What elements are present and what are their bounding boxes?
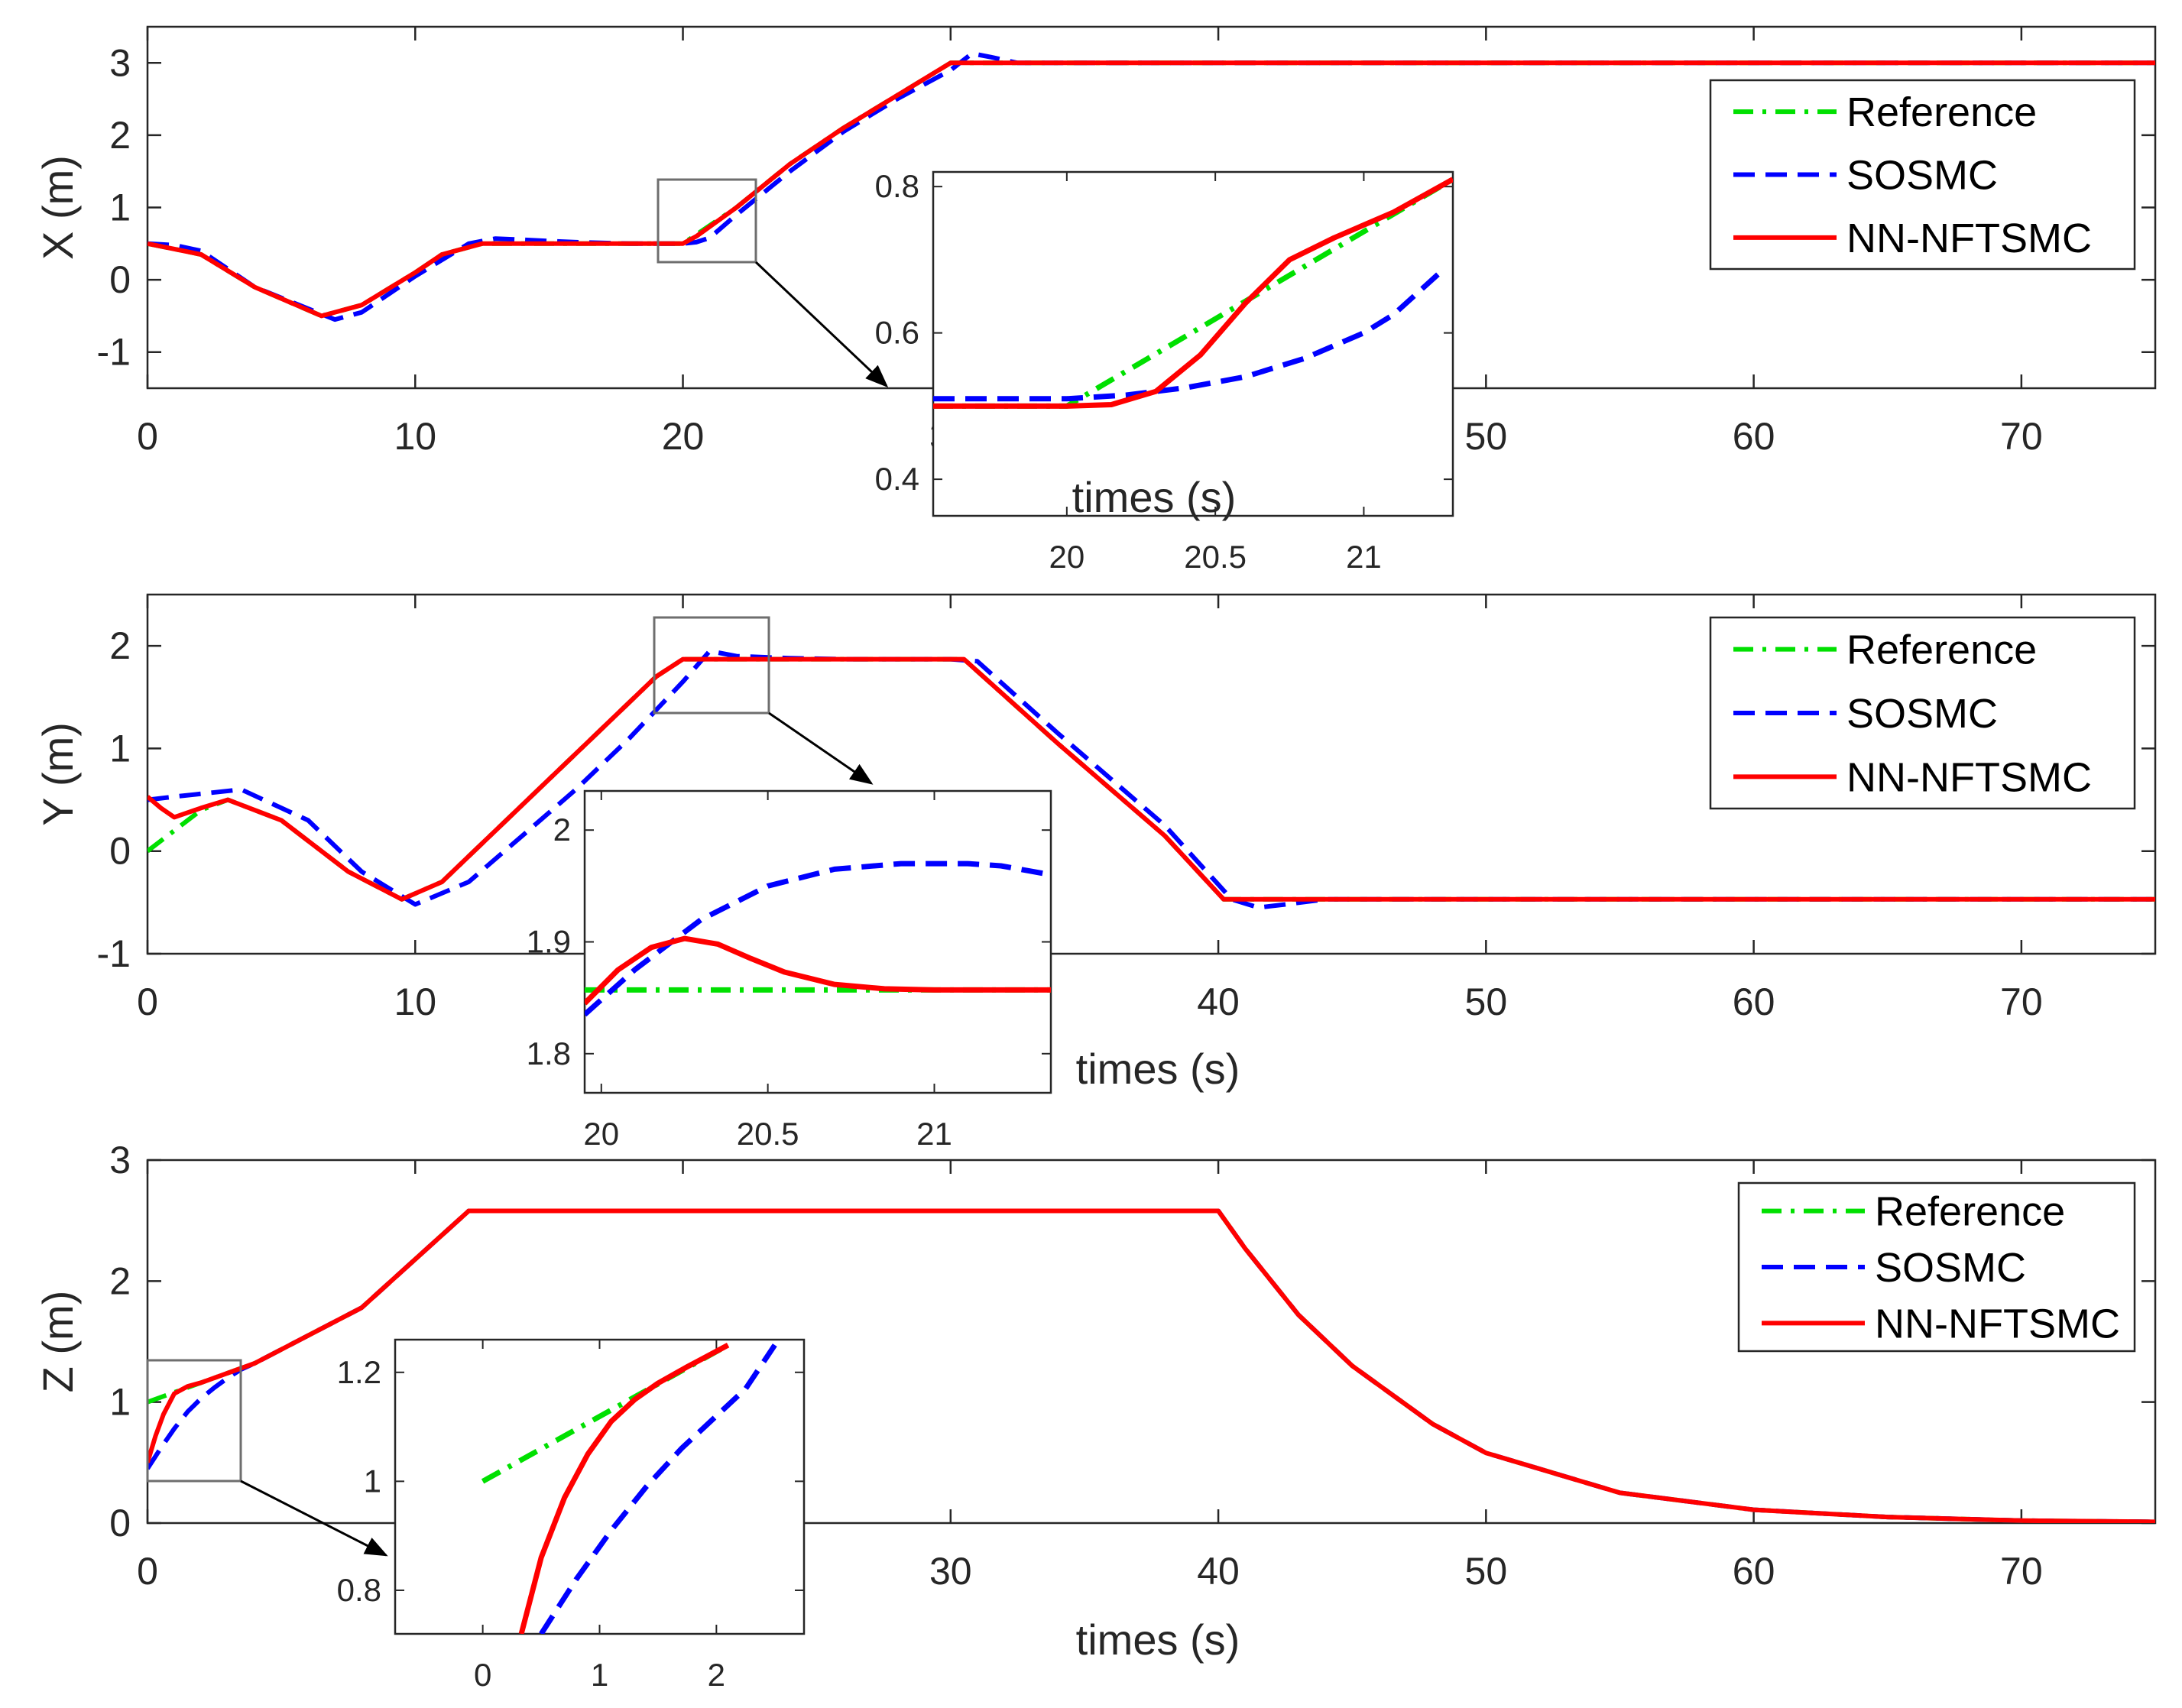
legend-label: Reference xyxy=(1846,627,2037,673)
inset-x-tick-label: 2 xyxy=(708,1657,725,1693)
inset-x-tick-label: 20 xyxy=(1049,539,1085,575)
x-tick-label: 50 xyxy=(1465,1550,1508,1593)
panel-z: 0102030405060700123Z (m)times (s)Referen… xyxy=(34,1139,2157,1693)
x-tick-label: 40 xyxy=(1197,1550,1240,1593)
x-axis-label: times (s) xyxy=(1076,1616,1240,1664)
inset-x-axis-label: times (s) xyxy=(1072,473,1237,521)
inset-y-tick-label: 1.2 xyxy=(337,1354,381,1390)
legend: Reference SOSMC NN-NFTSMC xyxy=(1737,1181,2136,1353)
legend-label: NN-NFTSMC xyxy=(1875,1301,2120,1347)
zoom-arrow xyxy=(754,261,889,388)
x-tick-label: 10 xyxy=(394,980,436,1023)
y-tick-label: 2 xyxy=(109,114,131,157)
legend-label: Reference xyxy=(1875,1189,2065,1235)
zoom-region-box xyxy=(146,1359,242,1483)
inset-series-nn-nftsmc xyxy=(933,177,1453,409)
inset-y-tick-label: 1.8 xyxy=(527,1035,571,1071)
x-tick-label: 0 xyxy=(137,1550,158,1593)
series-line-sosmc xyxy=(148,51,2155,322)
series-line-nn-nftsmc xyxy=(148,60,2155,319)
legend-label: Reference xyxy=(1846,89,2037,135)
y-axis-label: Y (m) xyxy=(34,722,82,826)
inset-x-tick-label: 1 xyxy=(591,1657,608,1693)
x-tick-label: 20 xyxy=(662,415,705,458)
inset-x-tick-label: 20 xyxy=(583,1116,619,1152)
x-axis-label: times (s) xyxy=(1076,1045,1240,1093)
y-axis-label: X (m) xyxy=(34,155,82,260)
inset-x-tick-label: 21 xyxy=(916,1116,952,1152)
y-tick-label: 2 xyxy=(109,1259,131,1302)
inset-z: 0 1 2 0.8 1 1.2 xyxy=(337,1338,806,1693)
y-tick-label: 0 xyxy=(109,830,131,873)
inset-y-tick-label: 1 xyxy=(364,1463,381,1499)
x-tick-label: 30 xyxy=(929,1550,972,1593)
inset-x-tick-label: 0 xyxy=(474,1657,491,1693)
x-tick-label: 60 xyxy=(1733,980,1775,1023)
inset-y-tick-label: 1.9 xyxy=(527,924,571,960)
inset-x-tick-label: 20.5 xyxy=(1184,539,1247,575)
y-tick-label: 1 xyxy=(109,727,131,770)
legend-label: SOSMC xyxy=(1846,691,1998,737)
inset-box xyxy=(583,789,1052,1094)
y-tick-label: 0 xyxy=(109,1502,131,1544)
y-tick-label: 2 xyxy=(109,624,131,667)
inset-series-reference xyxy=(481,1343,730,1484)
x-tick-label: 0 xyxy=(137,980,158,1023)
x-tick-label: 70 xyxy=(2000,415,2043,458)
x-tick-label: 50 xyxy=(1465,415,1508,458)
inset-series-nn-nftsmc xyxy=(518,1343,730,1634)
legend-label: NN-NFTSMC xyxy=(1846,216,2092,261)
zoom-region-box xyxy=(653,616,770,715)
y-tick-label: 3 xyxy=(109,41,131,84)
y-tick-label: 1 xyxy=(109,186,131,229)
inset-x: 20 20.5 21 0.4 0.6 0.8 times (s) xyxy=(875,168,1454,575)
y-tick-label: 3 xyxy=(109,1139,131,1181)
y-tick-label: 1 xyxy=(109,1381,131,1424)
legend-label: SOSMC xyxy=(1875,1245,2026,1291)
x-tick-label: 50 xyxy=(1465,980,1508,1023)
inset-x-tick-label: 21 xyxy=(1346,539,1382,575)
x-tick-label: 70 xyxy=(2000,980,2043,1023)
x-tick-label: 60 xyxy=(1733,1550,1775,1593)
inset-y-tick-label: 0.4 xyxy=(875,461,919,497)
inset-series-sosmc xyxy=(933,272,1440,402)
inset-series-sosmc xyxy=(539,1343,777,1634)
inset-box xyxy=(394,1338,806,1635)
series-line-nn-nftsmc xyxy=(148,1208,2155,1523)
legend-label: NN-NFTSMC xyxy=(1846,754,2092,800)
x-tick-label: 60 xyxy=(1733,415,1775,458)
x-tick-label: 70 xyxy=(2000,1550,2043,1593)
series-line-nn-nftsmc xyxy=(148,656,2155,902)
zoom-arrow xyxy=(240,1480,388,1557)
legend: Reference SOSMC NN-NFTSMC xyxy=(1709,616,2136,810)
y-axis-label: Z (m) xyxy=(34,1291,82,1393)
inset-y: 20 20.5 21 1.8 1.9 2 xyxy=(527,789,1052,1152)
inset-x-tick-label: 20.5 xyxy=(737,1116,799,1152)
inset-y-tick-label: 0.8 xyxy=(875,168,919,204)
y-tick-label: 0 xyxy=(109,258,131,301)
zoom-region-box xyxy=(657,178,757,264)
x-tick-label: 40 xyxy=(1197,980,1240,1023)
zoom-arrow xyxy=(768,711,874,785)
x-tick-label: 10 xyxy=(394,415,436,458)
y-tick-label: -1 xyxy=(97,932,131,975)
inset-y-tick-label: 0.8 xyxy=(337,1572,381,1608)
y-tick-label: -1 xyxy=(97,331,131,374)
x-tick-label: 0 xyxy=(137,415,158,458)
legend: Reference SOSMC NN-NFTSMC xyxy=(1709,79,2136,271)
legend-label: SOSMC xyxy=(1846,153,1998,199)
inset-series-nn-nftsmc xyxy=(585,935,1051,1006)
inset-y-tick-label: 2 xyxy=(553,812,571,848)
inset-y-tick-label: 0.6 xyxy=(875,315,919,351)
